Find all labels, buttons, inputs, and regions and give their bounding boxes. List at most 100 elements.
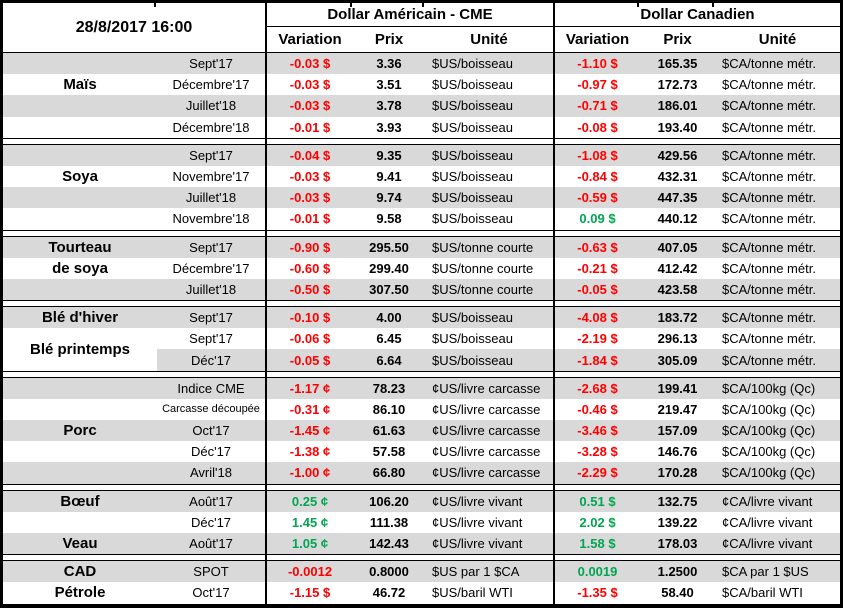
cell-ca-variation: -0.63 $ xyxy=(553,236,640,258)
cell-contract-month: Juillet'18 xyxy=(185,98,237,114)
separator-cell xyxy=(715,555,840,560)
cell-commodity-label xyxy=(3,512,157,533)
cell-commodity-label xyxy=(3,462,157,483)
cell-us-variation: 1.45 ¢ xyxy=(265,511,353,533)
section-cad-petrole: SPOT -0.0012 0.8000 $US par 1 $CA 0.0019 1.25… xyxy=(3,561,840,604)
separator-cell xyxy=(715,485,840,490)
cell-us-prix: 9.58 xyxy=(376,211,402,227)
gridline-stub xyxy=(422,3,424,7)
cell-commodity-label xyxy=(3,74,157,95)
cell-contract-month: Indice CME xyxy=(177,380,245,396)
table-body: Sept'17 -0.03 $ 3.36 $US/boisseau -1.10 $ 165… xyxy=(3,53,840,604)
cell-us-prix: 66.80 xyxy=(372,465,406,481)
table-row: SPOT -0.0012 0.8000 $US par 1 $CA 0.0019 1.25… xyxy=(3,561,840,583)
cell-us-prix: 61.63 xyxy=(372,423,406,439)
cell-commodity-label xyxy=(3,187,157,208)
cell-ca-unite: ¢CA/livre vivant xyxy=(722,514,813,530)
separator-cell xyxy=(353,485,425,490)
cell-us-prix: 78.23 xyxy=(372,380,406,396)
cell-ca-variation: -2.68 $ xyxy=(553,377,640,399)
cell-ca-prix: 432.31 xyxy=(657,169,698,185)
cell-ca-unite: ¢CA/livre vivant xyxy=(722,493,813,509)
cell-ca-variation: -2.29 $ xyxy=(553,462,640,484)
col-header-us-prix: Prix xyxy=(374,31,404,48)
table-row: Sept'17 -0.06 $ 6.45 $US/boisseau -2.19 $ 296… xyxy=(3,328,840,350)
cell-contract-month: Oct'17 xyxy=(192,585,230,601)
cell-commodity-label xyxy=(3,237,157,258)
table-row: Déc'17 -0.05 $ 6.64 $US/boisseau -1.84 $ 305.… xyxy=(3,349,840,371)
cell-ca-unite: $CA/tonne métr. xyxy=(722,56,816,72)
cell-ca-prix: 139.22 xyxy=(657,514,698,530)
cell-us-unite: $US/boisseau xyxy=(432,310,513,326)
separator-cell xyxy=(157,485,265,490)
separator-cell xyxy=(353,372,425,377)
cell-ca-unite: $CA/tonne métr. xyxy=(722,211,816,227)
cell-us-unite: $US/boisseau xyxy=(432,211,513,227)
cell-us-variation: -0.03 $ xyxy=(265,74,353,96)
cell-ca-prix: 146.76 xyxy=(657,444,698,460)
separator-cell xyxy=(425,301,553,306)
cell-us-variation: -1.17 ¢ xyxy=(265,377,353,399)
cell-ca-prix: 429.56 xyxy=(657,147,698,163)
cell-ca-unite: $CA/tonne métr. xyxy=(722,352,816,368)
table-row: Juillet'18 -0.50 $ 307.50 $US/tonne courte -… xyxy=(3,278,840,301)
cell-us-unite: $US/boisseau xyxy=(432,169,513,185)
cell-us-variation: -0.31 ¢ xyxy=(265,398,353,420)
cell-us-variation: -0.0012 xyxy=(265,561,353,583)
cell-commodity-label xyxy=(3,117,157,138)
col-header-ca-variation: Variation xyxy=(553,27,640,52)
cell-ca-variation: -3.28 $ xyxy=(553,441,640,463)
cell-us-unite: $US/baril WTI xyxy=(432,585,513,601)
cell-ca-prix: 172.73 xyxy=(657,77,698,93)
cell-contract-month: Avril'18 xyxy=(190,465,232,481)
cell-ca-variation: 2.02 $ xyxy=(553,511,640,533)
table-row: Décembre'18 -0.01 $ 3.93 $US/boisseau -0.08 … xyxy=(3,116,840,138)
cell-us-unite: ¢US/livre carcasse xyxy=(432,444,541,460)
cell-ca-variation: -0.21 $ xyxy=(553,257,640,279)
cell-us-prix: 3.36 xyxy=(376,56,402,72)
cell-us-prix: 295.50 xyxy=(369,239,409,255)
cell-ca-unite: $CA/tonne métr. xyxy=(722,169,816,185)
cell-us-prix: 3.51 xyxy=(376,77,402,93)
separator-cell xyxy=(640,301,715,306)
cell-ca-prix: 296.13 xyxy=(657,331,698,347)
cell-us-variation: -0.04 $ xyxy=(265,144,353,166)
separator-cell xyxy=(640,372,715,377)
separator-cell xyxy=(3,139,157,144)
cell-ca-prix: 183.72 xyxy=(657,310,698,326)
cell-us-unite: $US/boisseau xyxy=(432,352,513,368)
separator-cell xyxy=(553,301,640,307)
table-row: Avril'18 -1.00 ¢ 66.80 ¢US/livre carcasse -2… xyxy=(3,462,840,484)
table-row: Oct'17 -1.45 ¢ 61.63 ¢US/livre carcasse -3.4… xyxy=(3,420,840,442)
cell-ca-variation: -1.84 $ xyxy=(553,349,640,371)
cell-contract-month: Sept'17 xyxy=(189,310,233,326)
separator-cell xyxy=(425,555,553,560)
separator-cell xyxy=(3,372,157,377)
separator-cell xyxy=(265,230,353,236)
col-header-us-unite: Unité xyxy=(470,31,508,48)
cell-ca-variation: -0.84 $ xyxy=(553,165,640,188)
separator-cell xyxy=(157,231,265,236)
gridline-stub xyxy=(154,3,156,7)
table-row: Déc'17 1.45 ¢ 111.38 ¢US/livre vivant 2.02 $… xyxy=(3,511,840,533)
cell-ca-unite: $CA/tonne métr. xyxy=(722,239,816,255)
table-row: Novembre'17 -0.03 $ 9.41 $US/boisseau -0.84 … xyxy=(3,165,840,188)
cell-commodity-label xyxy=(3,166,157,187)
cell-ca-unite: $CA/baril WTI xyxy=(722,585,803,601)
separator-cell xyxy=(157,139,265,144)
cell-ca-prix: 1.2500 xyxy=(657,564,698,580)
cell-us-unite: ¢US/livre carcasse xyxy=(432,465,541,481)
cell-contract-month: Déc'17 xyxy=(190,444,232,460)
cell-ca-prix: 157.09 xyxy=(657,423,698,439)
cell-contract-month: Novembre'17 xyxy=(172,169,250,185)
separator-cell xyxy=(353,555,425,560)
table-row: Sept'17 -0.03 $ 3.36 $US/boisseau -1.10 $ 165… xyxy=(3,53,840,75)
cell-ca-variation: -0.59 $ xyxy=(553,187,640,209)
separator-cell xyxy=(3,485,157,490)
cell-contract-month: Sept'17 xyxy=(189,239,233,255)
col-header-us-variation: Variation xyxy=(265,27,353,52)
cell-ca-prix: 407.05 xyxy=(657,239,698,255)
cell-contract-month: Décembre'17 xyxy=(172,260,250,276)
separator-cell xyxy=(553,138,640,144)
cell-ca-prix: 412.42 xyxy=(657,260,698,276)
